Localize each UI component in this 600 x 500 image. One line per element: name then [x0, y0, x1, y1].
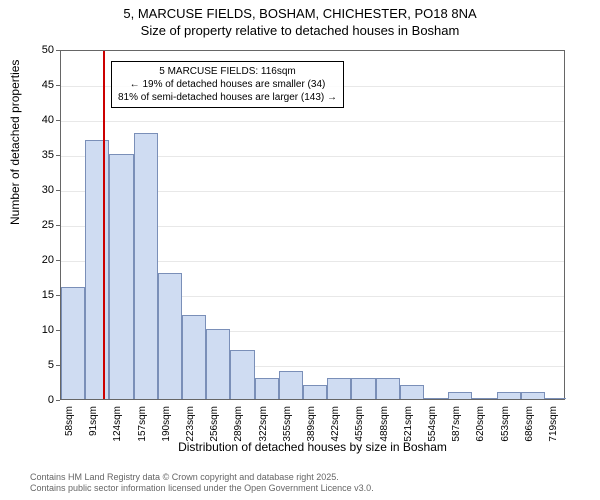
- histogram-bar: [521, 392, 545, 399]
- y-tick-label: 0: [48, 394, 54, 406]
- x-tick-label: 521sqm: [403, 406, 414, 442]
- y-tick-label: 25: [42, 219, 54, 231]
- x-tick-label: 554sqm: [427, 406, 438, 442]
- histogram-bar: [109, 154, 134, 399]
- histogram-bar: [279, 371, 303, 399]
- footer: Contains HM Land Registry data © Crown c…: [30, 472, 374, 494]
- x-tick-label: 488sqm: [379, 406, 390, 442]
- y-tick-label: 40: [42, 114, 54, 126]
- annotation-box: 5 MARCUSE FIELDS: 116sqm ← 19% of detach…: [111, 61, 344, 108]
- x-tick-label: 719sqm: [548, 406, 559, 442]
- histogram-bar: [472, 398, 497, 399]
- x-tick-label: 422sqm: [330, 406, 341, 442]
- y-tick-mark: [56, 400, 60, 401]
- x-tick-label: 322sqm: [258, 406, 269, 442]
- x-tick-label: 289sqm: [233, 406, 244, 442]
- y-tick-label: 5: [48, 359, 54, 371]
- y-tick-label: 35: [42, 149, 54, 161]
- histogram-bar: [158, 273, 182, 399]
- histogram-bar: [545, 398, 566, 399]
- x-tick-label: 455sqm: [354, 406, 365, 442]
- anno-line2: ← 19% of detached houses are smaller (34…: [118, 78, 337, 91]
- x-tick-label: 91sqm: [88, 406, 99, 436]
- histogram-bar: [448, 392, 472, 399]
- histogram-bar: [230, 350, 255, 399]
- y-tick-label: 30: [42, 184, 54, 196]
- histogram-bar: [497, 392, 521, 399]
- histogram-bar: [255, 378, 279, 399]
- x-tick-label: 157sqm: [137, 406, 148, 442]
- x-tick-label: 256sqm: [209, 406, 220, 442]
- marker-line: [103, 51, 105, 399]
- x-tick-label: 587sqm: [451, 406, 462, 442]
- x-tick-label: 190sqm: [161, 406, 172, 442]
- histogram-bar: [206, 329, 230, 399]
- footer-line2: Contains public sector information licen…: [30, 483, 374, 494]
- histogram-bar: [85, 140, 109, 399]
- anno-line1: 5 MARCUSE FIELDS: 116sqm: [118, 65, 337, 78]
- x-axis-label: Distribution of detached houses by size …: [60, 440, 565, 454]
- footer-line1: Contains HM Land Registry data © Crown c…: [30, 472, 374, 483]
- histogram-bar: [400, 385, 424, 399]
- plot-area: 5 MARCUSE FIELDS: 116sqm ← 19% of detach…: [60, 50, 565, 400]
- anno-line3: 81% of semi-detached houses are larger (…: [118, 91, 337, 104]
- x-tick-label: 58sqm: [64, 406, 75, 436]
- histogram-bar: [376, 378, 400, 399]
- x-tick-label: 223sqm: [185, 406, 196, 442]
- x-tick-label: 653sqm: [500, 406, 511, 442]
- histogram-bar: [134, 133, 158, 399]
- title-line1: 5, MARCUSE FIELDS, BOSHAM, CHICHESTER, P…: [0, 6, 600, 21]
- y-tick-label: 15: [42, 289, 54, 301]
- histogram-bar: [424, 398, 448, 399]
- y-tick-label: 20: [42, 254, 54, 266]
- histogram-bar: [61, 287, 85, 399]
- title-line2: Size of property relative to detached ho…: [0, 23, 600, 38]
- x-tick-label: 389sqm: [306, 406, 317, 442]
- histogram-bar: [351, 378, 376, 399]
- y-tick-label: 45: [42, 79, 54, 91]
- title-block: 5, MARCUSE FIELDS, BOSHAM, CHICHESTER, P…: [0, 0, 600, 38]
- y-ticks: 05101520253035404550: [0, 50, 58, 400]
- y-tick-label: 10: [42, 324, 54, 336]
- histogram-bar: [303, 385, 327, 399]
- x-tick-label: 124sqm: [112, 406, 123, 442]
- y-tick-label: 50: [42, 44, 54, 56]
- histogram-bar: [182, 315, 206, 399]
- histogram-bar: [327, 378, 351, 399]
- x-tick-label: 620sqm: [475, 406, 486, 442]
- x-tick-label: 355sqm: [282, 406, 293, 442]
- x-tick-label: 686sqm: [524, 406, 535, 442]
- chart-container: 5, MARCUSE FIELDS, BOSHAM, CHICHESTER, P…: [0, 0, 600, 500]
